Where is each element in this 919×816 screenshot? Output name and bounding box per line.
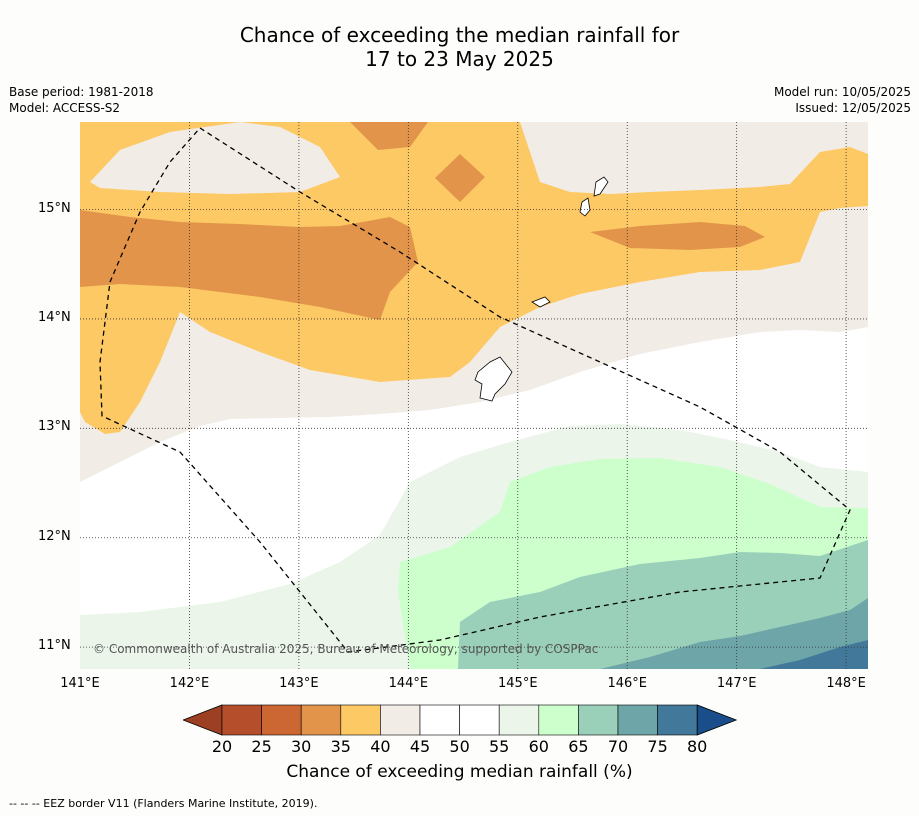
colorbar-over-arrow <box>696 704 737 736</box>
footer-note: -- -- -- EEZ border V11 (Flanders Marine… <box>9 797 318 810</box>
rainfall-map <box>80 122 868 669</box>
map-title-line1: Chance of exceeding the median rainfall … <box>239 23 680 47</box>
colorbar-swatch <box>300 704 342 736</box>
colorbar-swatch <box>657 704 698 736</box>
colorbar-label: Chance of exceeding median rainfall (%) <box>286 762 633 782</box>
colorbar-tick-label: 45 <box>409 737 431 756</box>
colorbar-tick-label: 30 <box>291 737 312 756</box>
colorbar-swatch <box>498 704 540 736</box>
colorbar-tick-label: 80 <box>687 737 708 756</box>
colorbar-tick-label: 65 <box>568 737 589 756</box>
band-40-45-patch <box>90 122 340 194</box>
colorbar-tick-label: 20 <box>211 737 233 756</box>
colorbar-swatch <box>340 704 381 736</box>
colorbar-swatch <box>261 704 302 736</box>
base-period: Base period: 1981-2018 <box>9 85 154 99</box>
lat-tick-label: 11°N <box>38 638 71 654</box>
lon-tick-label: 141°E <box>60 676 100 691</box>
lon-tick-label: 146°E <box>607 676 647 691</box>
map-title-line2: 17 to 23 May 2025 <box>365 47 554 71</box>
lat-tick-label: 14°N <box>38 309 71 325</box>
meta-right: Model run: 10/05/2025 Issued: 12/05/2025 <box>774 84 911 116</box>
band-30-35 <box>80 210 418 320</box>
colorbar-swatch <box>380 704 421 736</box>
band-75-80 <box>760 640 868 669</box>
island-saipan <box>593 176 609 197</box>
colorbar-tick-label: 55 <box>489 737 510 756</box>
lon-tick-label: 148°E <box>826 676 866 691</box>
band-30-35-mid <box>435 154 485 202</box>
eez-border <box>99 127 851 653</box>
model-name: Model: ACCESS-S2 <box>9 101 121 115</box>
lon-tick-label: 143°E <box>279 676 319 691</box>
copyright-notice: © Commonwealth of Australia 2025, Bureau… <box>93 642 599 656</box>
colorbar-tick-label: 70 <box>607 737 629 756</box>
colorbar-swatch <box>221 704 262 736</box>
colorbar-tick-label: 25 <box>251 737 272 756</box>
band-30-35-e <box>590 222 765 250</box>
issued-date: Issued: 12/05/2025 <box>795 101 911 115</box>
colorbar-tick-label: 50 <box>449 737 470 756</box>
colorbar-tick-label: 60 <box>528 737 549 756</box>
lat-tick-label: 15°N <box>38 200 71 216</box>
colorbar-swatch <box>578 704 619 736</box>
colorbar-swatch <box>459 704 500 736</box>
island-tinian <box>579 197 591 217</box>
colorbar-tick-label: 75 <box>647 737 668 756</box>
lon-tick-label: 145°E <box>498 676 538 691</box>
lon-tick-label: 147°E <box>716 676 757 691</box>
island-rota <box>531 296 551 308</box>
colorbar-swatch <box>617 704 658 736</box>
colorbar-tick-label: 35 <box>330 737 351 756</box>
model-run: Model run: 10/05/2025 <box>773 85 911 99</box>
band-35-40 <box>80 122 868 434</box>
meta-left: Base period: 1981-2018 Model: ACCESS-S2 <box>9 84 154 116</box>
lat-tick-label: 12°N <box>38 528 71 544</box>
island-guam <box>474 356 513 402</box>
colorbar-swatch <box>419 704 460 736</box>
lat-tick-label: 13°N <box>38 419 71 435</box>
colorbar-tick-label: 40 <box>370 737 391 756</box>
band-70-75 <box>600 598 868 669</box>
map-grid <box>80 122 868 669</box>
colorbar-under-arrow <box>183 704 223 736</box>
colorbar-swatch <box>538 704 579 736</box>
colorbar <box>183 704 737 736</box>
lon-tick-label: 144°E <box>388 676 429 691</box>
lon-tick-label: 142°E <box>169 676 210 691</box>
